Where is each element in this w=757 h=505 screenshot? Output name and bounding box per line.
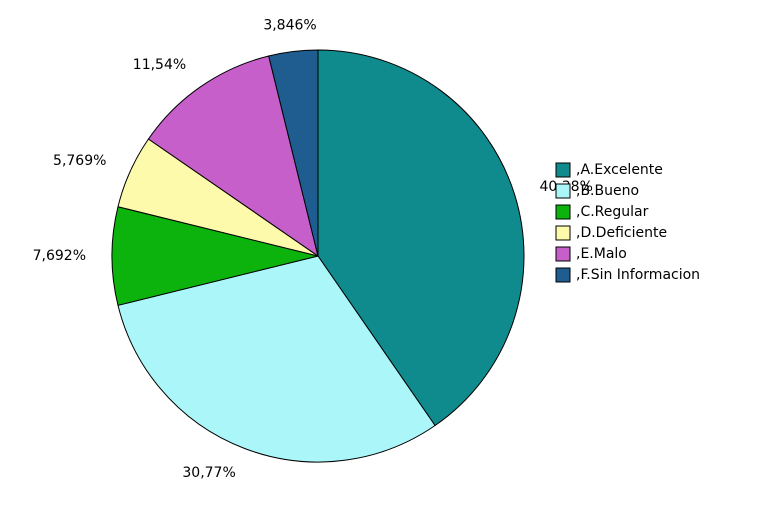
- legend-swatch: [555, 162, 571, 178]
- pie-slice: [317, 49, 525, 427]
- legend-label: ,F.Sin Informacion: [576, 267, 700, 283]
- legend-label: ,A.Excelente: [576, 162, 663, 178]
- data-label: 11,54%: [133, 57, 186, 73]
- data-label: 3,846%: [263, 18, 316, 34]
- legend-label: ,C.Regular: [576, 204, 649, 220]
- pie-slice: [111, 206, 319, 306]
- legend-label: ,D.Deficiente: [576, 225, 667, 241]
- legend-swatch: [555, 204, 571, 220]
- pie-slice: [268, 49, 319, 257]
- legend-swatch: [555, 225, 571, 241]
- data-label: 7,692%: [33, 248, 86, 264]
- legend-swatch: [555, 246, 571, 262]
- legend-swatch: [555, 183, 571, 199]
- data-label: 30,77%: [182, 465, 235, 481]
- legend-label: ,B.Bueno: [576, 183, 639, 199]
- data-label: 5,769%: [53, 153, 106, 169]
- legend-swatch: [555, 267, 571, 283]
- pie-slice: [117, 255, 436, 463]
- pie-slice: [147, 55, 319, 258]
- legend-label: ,E.Malo: [576, 246, 627, 262]
